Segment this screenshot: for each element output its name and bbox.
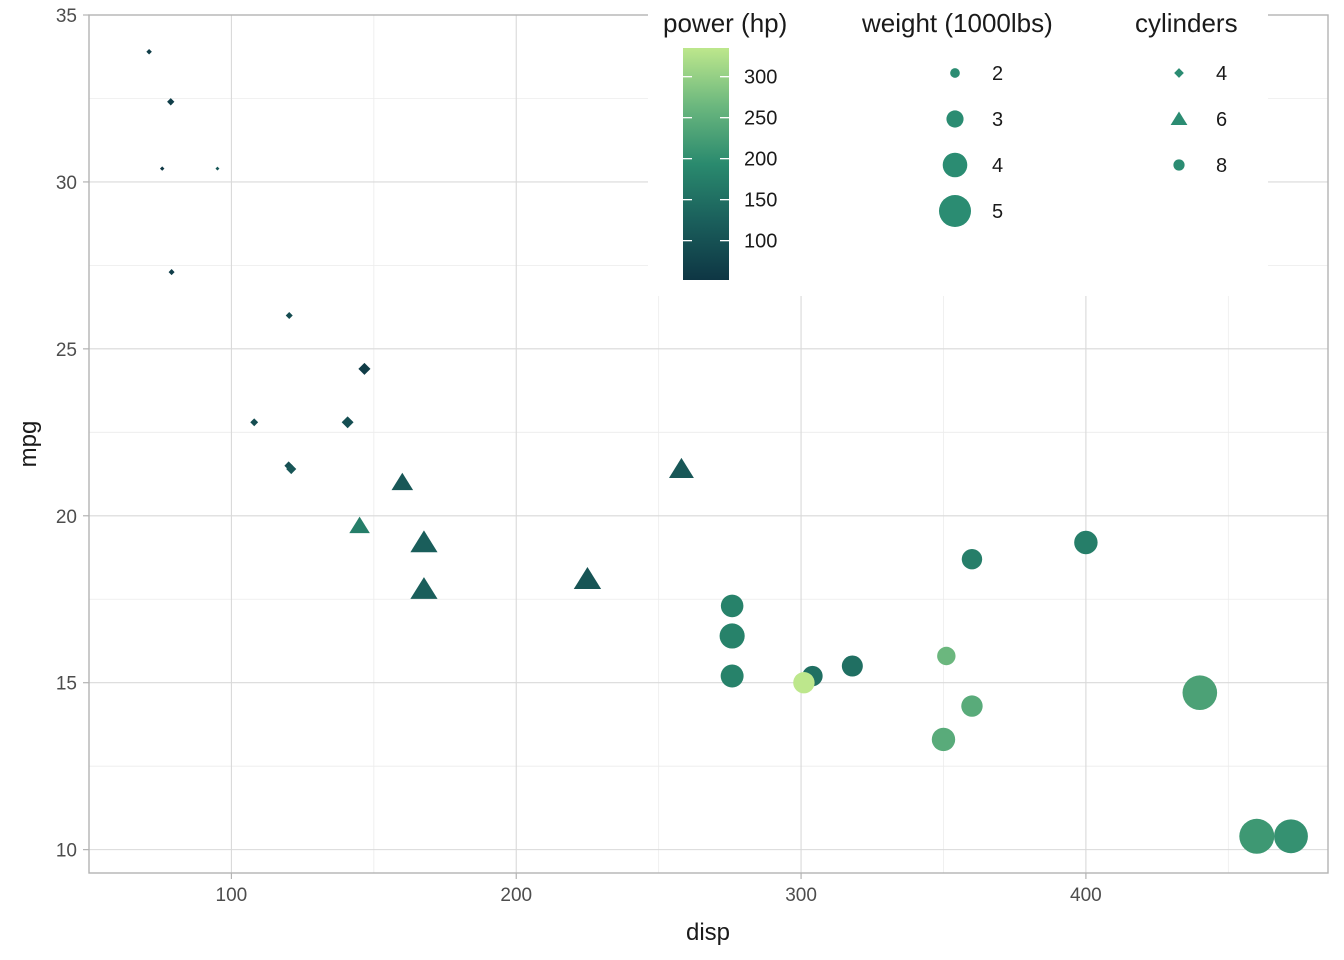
data-point-circle — [961, 695, 983, 717]
legend-background — [648, 2, 1268, 296]
x-axis-ticks: 100 200 300 400 — [216, 873, 1102, 906]
legend-cylinders: cylinders 4 6 8 — [1135, 8, 1238, 177]
x-tick-label: 100 — [216, 885, 248, 906]
y-axis-ticks: 10 15 20 25 30 35 — [56, 6, 89, 862]
data-point-circle — [1274, 819, 1308, 854]
y-tick-label: 25 — [56, 340, 77, 361]
weight-legend-key — [950, 68, 960, 78]
cylinders-legend-keys: 4 6 8 — [1170, 63, 1227, 177]
legend-weight: weight (1000lbs) 2 3 4 5 — [861, 8, 1053, 228]
weight-legend-label: 5 — [992, 201, 1003, 223]
data-point-circle — [720, 594, 744, 618]
weight-legend-key — [938, 194, 972, 228]
legend-cylinders-title: cylinders — [1135, 8, 1238, 38]
data-point-circle — [1182, 675, 1218, 711]
colorbar-tick-label: 150 — [744, 190, 777, 212]
colorbar-tick-label: 300 — [744, 67, 777, 89]
data-point-triangle — [410, 530, 438, 553]
x-tick-label: 300 — [785, 885, 817, 906]
y-axis-title: mpg — [15, 421, 42, 468]
data-point-circle — [793, 672, 815, 694]
data-point-circle — [1074, 530, 1098, 555]
data-point-triangle — [349, 516, 370, 534]
data-point-circle — [931, 727, 956, 752]
weight-legend-key — [942, 152, 968, 178]
power-colorbar-ticks: 100 150 200 250 300 — [683, 67, 777, 253]
power-colorbar — [683, 48, 729, 280]
data-point-triangle — [668, 457, 694, 478]
y-tick-label: 35 — [56, 6, 77, 27]
data-point-circle — [841, 655, 863, 677]
y-tick-label: 15 — [56, 674, 77, 695]
data-point-diamond — [159, 166, 165, 171]
x-tick-label: 200 — [500, 885, 532, 906]
weight-legend-label: 3 — [992, 109, 1003, 131]
data-point-circle — [961, 548, 983, 570]
cylinders-legend-key — [1170, 111, 1188, 125]
data-point-diamond — [285, 311, 293, 319]
data-points — [146, 48, 1308, 854]
data-point-diamond — [215, 166, 220, 171]
y-tick-label: 30 — [56, 173, 77, 194]
data-point-diamond — [358, 362, 371, 375]
weight-legend-label: 4 — [992, 155, 1003, 177]
cylinders-legend-label: 8 — [1216, 155, 1227, 177]
x-tick-label: 400 — [1070, 885, 1102, 906]
colorbar-tick-label: 200 — [744, 149, 777, 171]
cylinders-legend-label: 6 — [1216, 109, 1227, 131]
legend-weight-title: weight (1000lbs) — [861, 8, 1053, 38]
data-point-diamond — [250, 418, 259, 427]
cylinders-legend-key — [1173, 159, 1185, 171]
data-point-triangle — [410, 577, 438, 599]
y-tick-label: 20 — [56, 507, 77, 528]
data-point-circle — [1239, 818, 1275, 854]
colorbar-tick-label: 250 — [744, 108, 777, 130]
cylinders-legend-key — [1174, 68, 1184, 78]
data-point-triangle — [573, 566, 602, 589]
legend-power-title: power (hp) — [663, 8, 787, 38]
weight-legend-label: 2 — [992, 63, 1003, 85]
data-point-diamond — [341, 416, 354, 429]
data-point-diamond — [146, 48, 152, 55]
data-point-circle — [937, 646, 956, 666]
weight-legend-keys: 2 3 4 5 — [938, 63, 1003, 228]
colorbar-tick-label: 100 — [744, 231, 777, 253]
data-point-diamond — [168, 269, 175, 276]
data-point-circle — [720, 664, 744, 688]
data-point-circle — [719, 623, 745, 649]
data-point-diamond — [167, 98, 175, 106]
legend-power: power (hp) 100 150 200 250 300 — [663, 8, 787, 280]
x-axis-title: disp — [686, 919, 730, 946]
y-tick-label: 10 — [56, 841, 77, 862]
weight-legend-key — [946, 110, 964, 128]
cylinders-legend-label: 4 — [1216, 63, 1227, 85]
data-point-diamond — [286, 463, 297, 475]
data-point-triangle — [391, 472, 414, 491]
